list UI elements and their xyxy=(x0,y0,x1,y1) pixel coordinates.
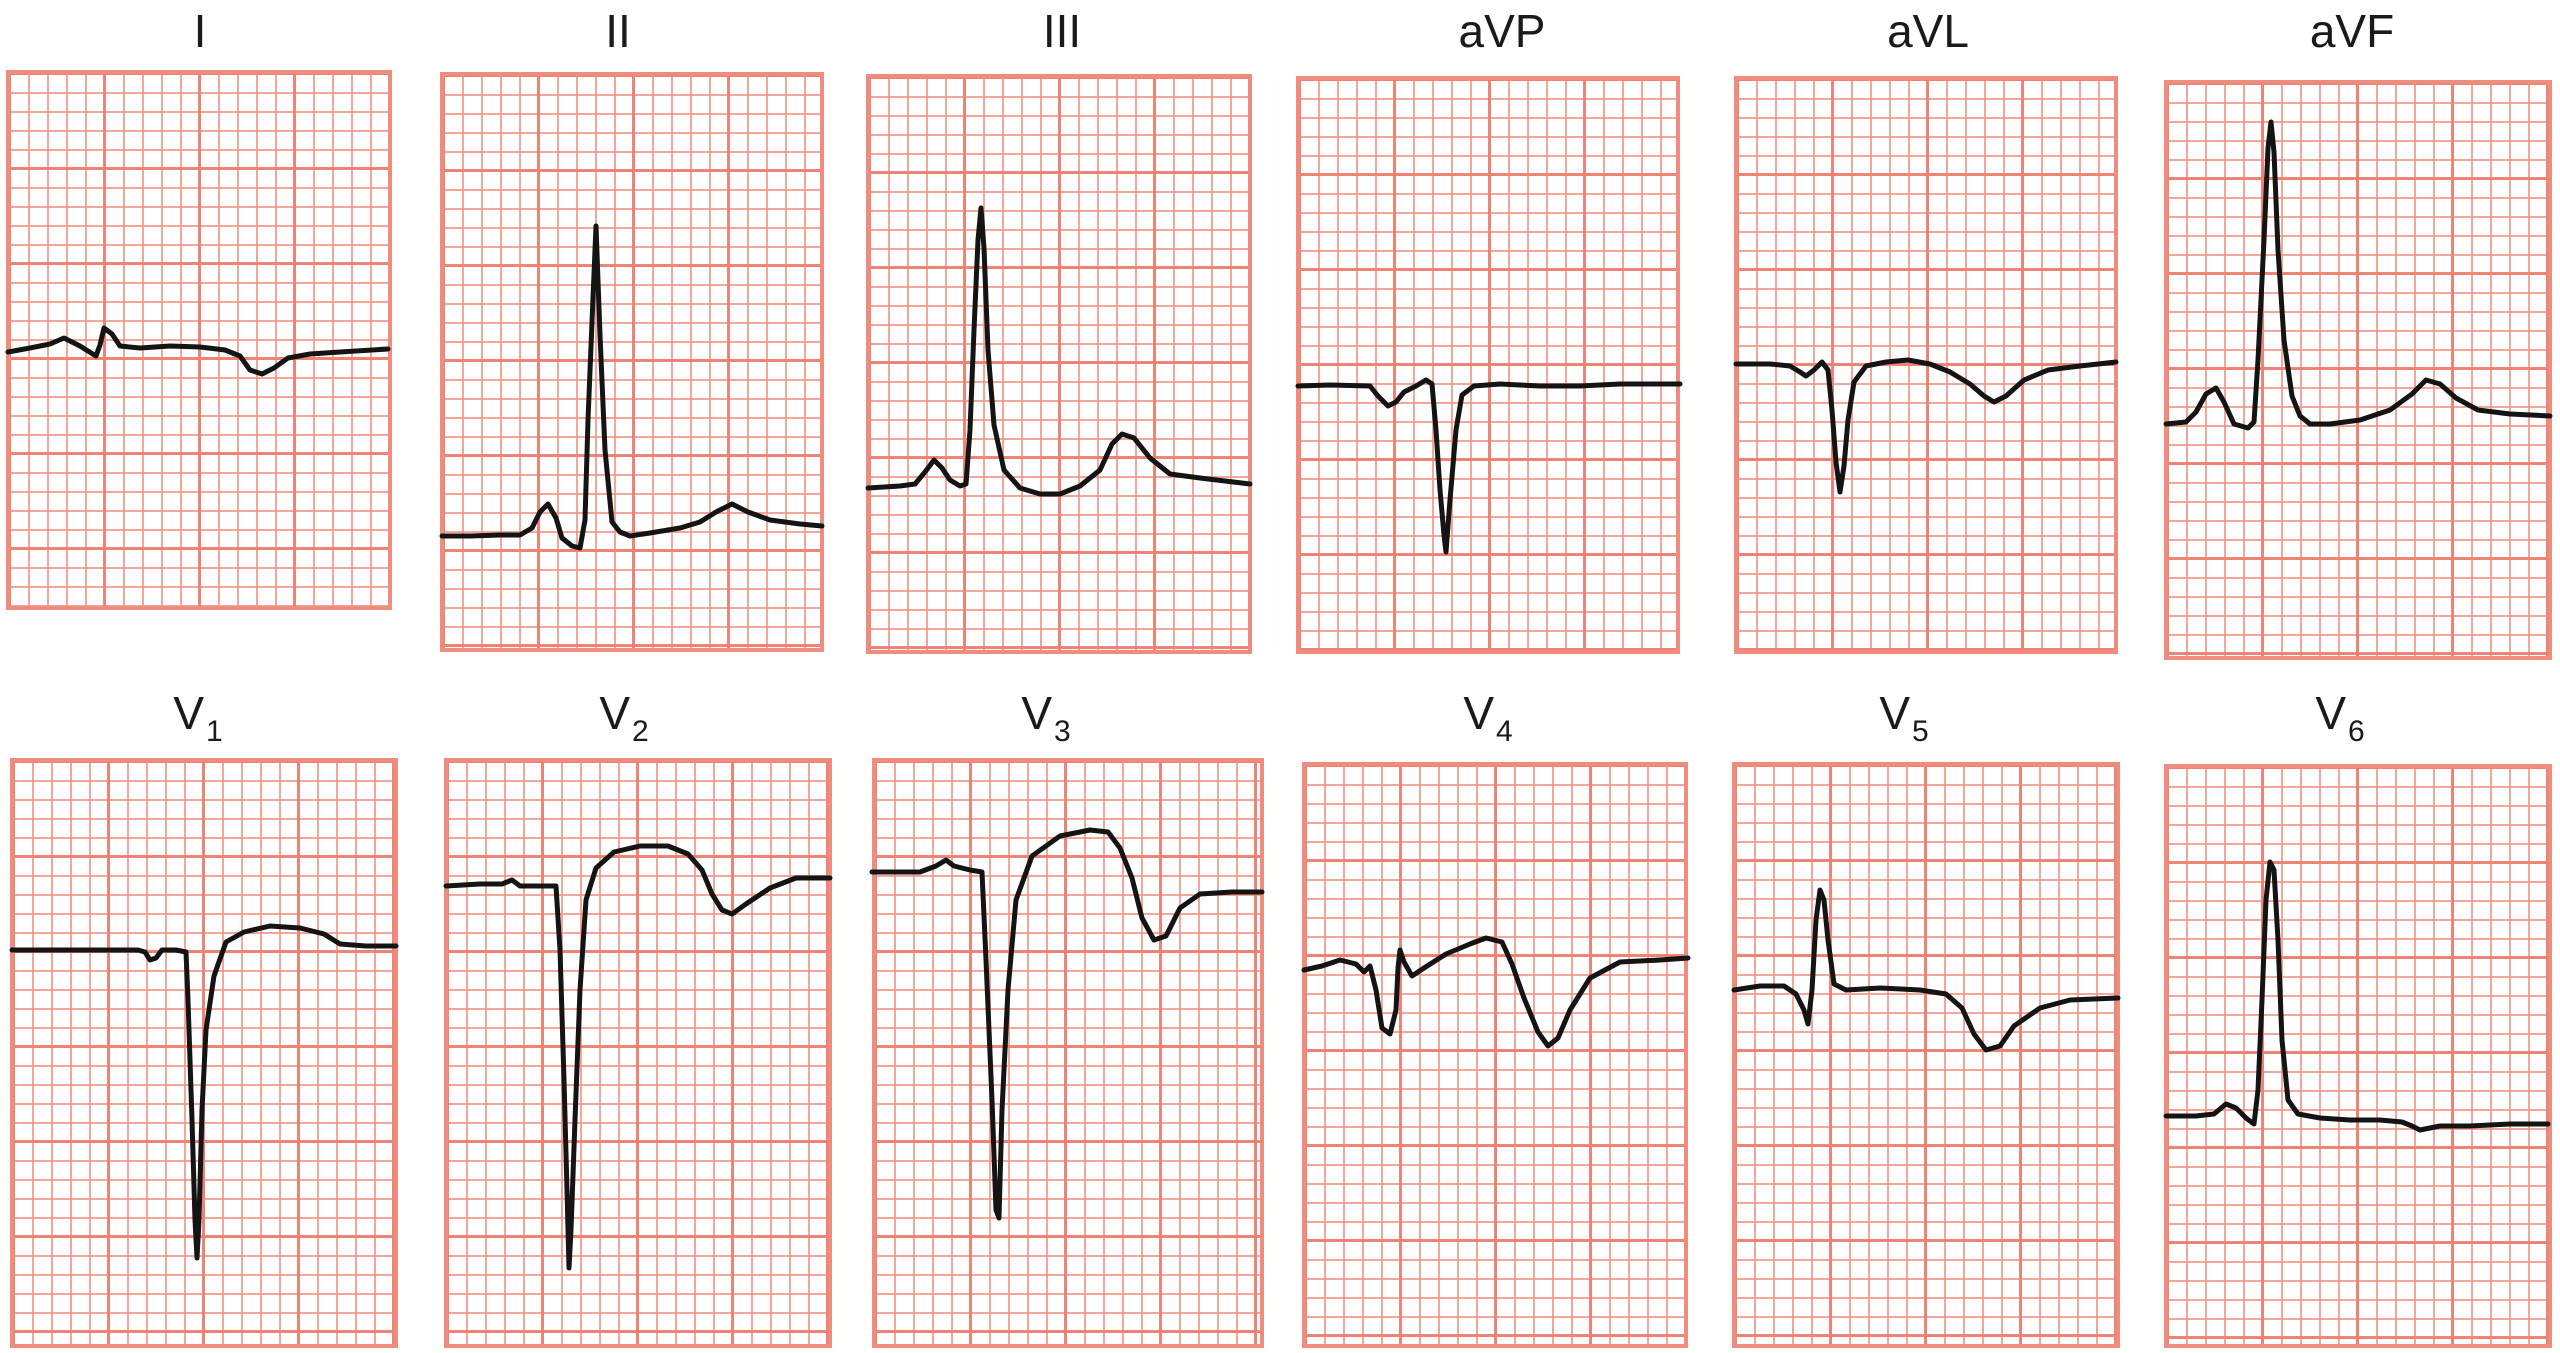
lead-label-V4: V4 xyxy=(1368,690,1608,747)
lead-label-text: aVF xyxy=(2309,5,2395,57)
lead-label-text: V xyxy=(173,687,204,739)
lead-label-sub: 3 xyxy=(1054,715,1071,748)
ecg-paper-V6 xyxy=(2164,764,2552,1348)
ecg-paper-III xyxy=(866,74,1252,654)
lead-label-V5: V5 xyxy=(1784,690,2024,747)
lead-label-sub: 6 xyxy=(2348,715,2365,748)
ecg-paper-V4 xyxy=(1302,762,1688,1348)
lead-label-aVF: aVF xyxy=(2232,8,2472,54)
lead-label-I: I xyxy=(80,8,320,54)
lead-label-text: I xyxy=(193,5,207,57)
ecg-paper-II xyxy=(440,72,824,652)
ecg-paper-aVP xyxy=(1296,76,1680,654)
lead-label-sub: 1 xyxy=(206,715,223,748)
ecg-paper-V3 xyxy=(872,758,1264,1348)
lead-label-sub: 5 xyxy=(1912,715,1929,748)
lead-label-V1: V1 xyxy=(78,690,318,747)
lead-label-aVL: aVL xyxy=(1808,8,2048,54)
lead-label-sub: 2 xyxy=(632,715,649,748)
lead-label-text: II xyxy=(605,5,631,57)
lead-label-text: V xyxy=(1021,687,1052,739)
lead-label-text: III xyxy=(1042,5,1082,57)
lead-label-aVP: aVP xyxy=(1382,8,1622,54)
lead-label-text: V xyxy=(599,687,630,739)
lead-label-V2: V2 xyxy=(504,690,744,747)
lead-label-II: II xyxy=(498,8,738,54)
lead-label-sub: 4 xyxy=(1496,715,1513,748)
lead-label-V6: V6 xyxy=(2220,690,2460,747)
ecg-paper-V5 xyxy=(1732,762,2120,1348)
ecg-paper-aVL xyxy=(1734,76,2118,654)
lead-label-V3: V3 xyxy=(926,690,1166,747)
lead-label-text: aVL xyxy=(1887,5,1969,57)
ecg-paper-I xyxy=(6,70,392,610)
lead-label-text: V xyxy=(1463,687,1494,739)
ecg-paper-aVF xyxy=(2164,80,2552,660)
lead-label-text: aVP xyxy=(1458,5,1546,57)
lead-label-text: V xyxy=(1879,687,1910,739)
lead-label-III: III xyxy=(942,8,1182,54)
ecg-paper-V2 xyxy=(444,758,832,1348)
ecg-paper-V1 xyxy=(10,758,398,1348)
lead-label-text: V xyxy=(2315,687,2346,739)
